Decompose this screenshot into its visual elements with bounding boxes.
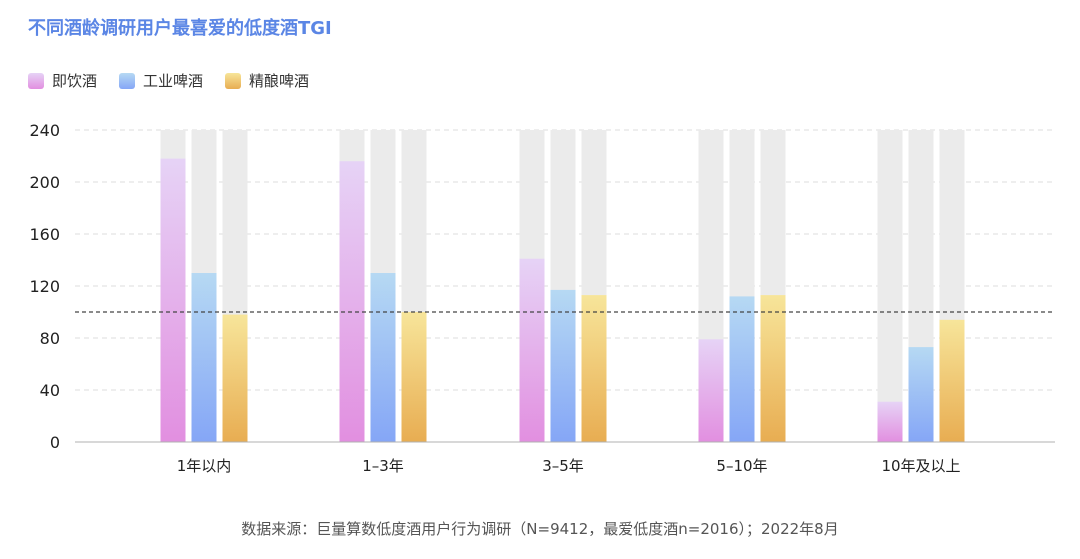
bar	[401, 312, 427, 442]
y-tick-label: 120	[29, 277, 60, 296]
bar	[581, 295, 607, 442]
bar	[339, 161, 365, 442]
y-tick-label: 80	[40, 329, 60, 348]
bar	[222, 314, 248, 442]
bar	[729, 296, 755, 442]
bar-background	[877, 130, 903, 442]
bar	[550, 289, 576, 442]
legend-item-ready-to-drink: 即饮酒	[28, 70, 97, 91]
bar	[908, 347, 934, 442]
x-category-label: 1年以内	[177, 457, 232, 475]
y-tick-label: 160	[29, 225, 60, 244]
bar	[370, 273, 396, 442]
bar	[698, 339, 724, 442]
y-tick-label: 40	[40, 381, 60, 400]
y-tick-label: 0	[50, 433, 60, 452]
y-tick-label: 240	[29, 121, 60, 140]
bar	[160, 158, 186, 442]
chart-title: 不同酒龄调研用户最喜爱的低度酒TGI	[28, 18, 332, 39]
x-category-label: 10年及以上	[881, 457, 960, 475]
x-category-label: 3–5年	[542, 457, 584, 475]
bar	[877, 401, 903, 442]
bar	[191, 273, 217, 442]
legend-swatch-industrial-beer	[119, 72, 136, 89]
x-category-label: 5–10年	[716, 457, 767, 475]
legend: 即饮酒 工业啤酒 精酿啤酒	[28, 70, 331, 91]
bar	[519, 258, 545, 442]
legend-swatch-craft-beer	[225, 72, 242, 89]
legend-label: 精酿啤酒	[249, 72, 310, 90]
bar	[939, 319, 965, 442]
y-tick-label: 200	[29, 173, 60, 192]
source-note: 数据来源：巨量算数低度酒用户行为调研（N=9412，最爱低度酒n=2016）；2…	[241, 520, 839, 538]
legend-item-craft-beer: 精酿啤酒	[225, 70, 309, 91]
legend-label: 即饮酒	[52, 72, 98, 90]
x-category-label: 1–3年	[362, 457, 404, 475]
legend-item-industrial-beer: 工业啤酒	[119, 70, 203, 91]
legend-label: 工业啤酒	[143, 72, 204, 90]
legend-swatch-ready-to-drink	[28, 72, 44, 89]
bar	[760, 295, 786, 442]
